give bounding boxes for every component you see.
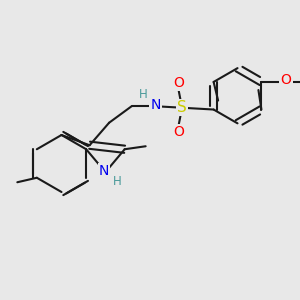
Text: O: O bbox=[280, 74, 292, 87]
Text: N: N bbox=[99, 164, 109, 178]
Text: N: N bbox=[150, 98, 161, 112]
Text: H: H bbox=[112, 175, 121, 188]
Text: H: H bbox=[139, 88, 147, 101]
Text: O: O bbox=[173, 125, 184, 139]
Text: S: S bbox=[177, 100, 187, 115]
Text: O: O bbox=[173, 76, 184, 90]
